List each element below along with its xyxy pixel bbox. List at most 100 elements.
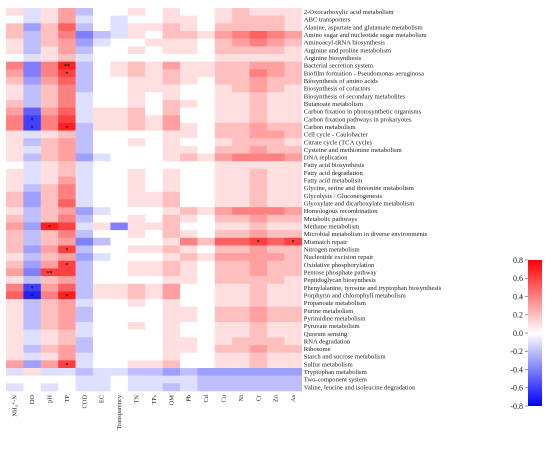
heatmap-cell <box>267 161 285 170</box>
heatmap-cell <box>249 115 268 124</box>
heatmap-cell <box>58 92 76 101</box>
heatmap-cell <box>93 53 111 62</box>
heatmap-cell <box>180 130 198 139</box>
heatmap-cell <box>232 53 250 62</box>
heatmap-cell <box>284 184 303 193</box>
heatmap-cell <box>58 299 76 308</box>
heatmap-cell <box>197 383 216 392</box>
heatmap-cell <box>232 230 250 239</box>
heatmap-cell <box>284 69 303 78</box>
heatmap-cell <box>197 214 216 223</box>
heatmap-cell <box>6 145 24 154</box>
heatmap-cell <box>232 8 250 16</box>
heatmap-cell <box>267 84 285 93</box>
heatmap-cell <box>145 76 163 85</box>
heatmap-cell <box>197 38 216 47</box>
heatmap-cell <box>197 92 216 101</box>
heatmap-cell <box>214 76 233 85</box>
heatmap-cell <box>267 237 285 246</box>
heatmap-cell <box>23 30 42 39</box>
heatmap-cell <box>6 115 24 124</box>
heatmap-cell <box>214 168 233 177</box>
heatmap-cell <box>6 191 24 200</box>
column-label: COD <box>81 395 88 409</box>
heatmap-cell <box>23 283 42 292</box>
heatmap-cell <box>110 145 129 154</box>
heatmap-cell <box>75 184 94 193</box>
heatmap-cell <box>162 368 181 376</box>
heatmap-cell <box>249 122 268 131</box>
column-label: TN <box>134 395 141 404</box>
heatmap-cell <box>214 184 233 193</box>
heatmap-cell <box>145 360 163 369</box>
heatmap-cell <box>110 383 129 392</box>
heatmap-cell <box>93 99 111 108</box>
heatmap-cell <box>93 222 111 231</box>
heatmap-cell <box>110 199 129 208</box>
heatmap-cell <box>23 145 42 154</box>
heatmap-cell <box>267 383 285 392</box>
heatmap-cell <box>145 322 163 331</box>
heatmap-cell <box>75 360 94 369</box>
heatmap-cell <box>214 368 233 376</box>
heatmap-cell <box>249 46 268 55</box>
heatmap-cell <box>197 199 216 208</box>
heatmap-cell <box>93 199 111 208</box>
heatmap-cell <box>197 207 216 216</box>
heatmap-cell <box>23 268 42 277</box>
heatmap-cell <box>23 53 42 62</box>
heatmap-cell <box>145 61 163 70</box>
significance-mark: * <box>65 72 68 78</box>
heatmap-cell <box>267 329 285 338</box>
heatmap-cell <box>145 291 163 300</box>
heatmap-cell <box>93 245 111 254</box>
row-label: Tryptophan metabolism <box>304 369 368 376</box>
heatmap-cell <box>162 61 181 70</box>
heatmap-cell <box>127 253 146 262</box>
heatmap-cell <box>180 53 198 62</box>
heatmap-cell <box>214 214 233 223</box>
heatmap-cell <box>6 184 24 193</box>
heatmap-cell <box>145 337 163 346</box>
heatmap-cell <box>127 306 146 315</box>
heatmap-cell <box>40 153 59 162</box>
heatmap-cell <box>214 15 233 24</box>
heatmap-cell <box>249 260 268 269</box>
heatmap-cell <box>110 345 129 353</box>
heatmap-cell <box>145 23 163 32</box>
heatmap-cell <box>110 306 129 315</box>
row-label: Metabolic pathways <box>304 216 358 223</box>
heatmap-cell <box>197 329 216 338</box>
heatmap-cell <box>249 161 268 170</box>
heatmap-cell <box>214 53 233 62</box>
heatmap-cell <box>110 375 129 384</box>
heatmap-cell <box>110 8 129 16</box>
significance-mark: * <box>257 240 260 246</box>
heatmap-cell <box>40 345 59 353</box>
row-label: Starch and sucrose metabolism <box>304 354 387 361</box>
heatmap-cell <box>145 207 163 216</box>
heatmap-cell <box>232 153 250 162</box>
heatmap-cell <box>110 214 129 223</box>
row-label: Carbon metabolism <box>304 124 357 131</box>
heatmap-cell <box>267 352 285 361</box>
row-label: Purine metabolism <box>304 308 355 315</box>
heatmap-cell <box>214 329 233 338</box>
heatmap-cell <box>23 207 42 216</box>
heatmap-cell <box>249 176 268 185</box>
heatmap-cell <box>6 130 24 139</box>
heatmap-cell <box>145 53 163 62</box>
heatmap-cell <box>23 368 42 376</box>
heatmap-cell <box>180 15 198 24</box>
heatmap-cell <box>162 69 181 78</box>
heatmap-cell <box>197 368 216 376</box>
heatmap-cell <box>40 291 59 300</box>
heatmap-cell <box>23 245 42 254</box>
significance-mark: * <box>31 118 34 124</box>
heatmap-cell <box>127 46 146 55</box>
heatmap-cell <box>58 153 76 162</box>
heatmap-cell <box>75 283 94 292</box>
heatmap-cell <box>75 61 94 70</box>
heatmap-cell <box>267 92 285 101</box>
